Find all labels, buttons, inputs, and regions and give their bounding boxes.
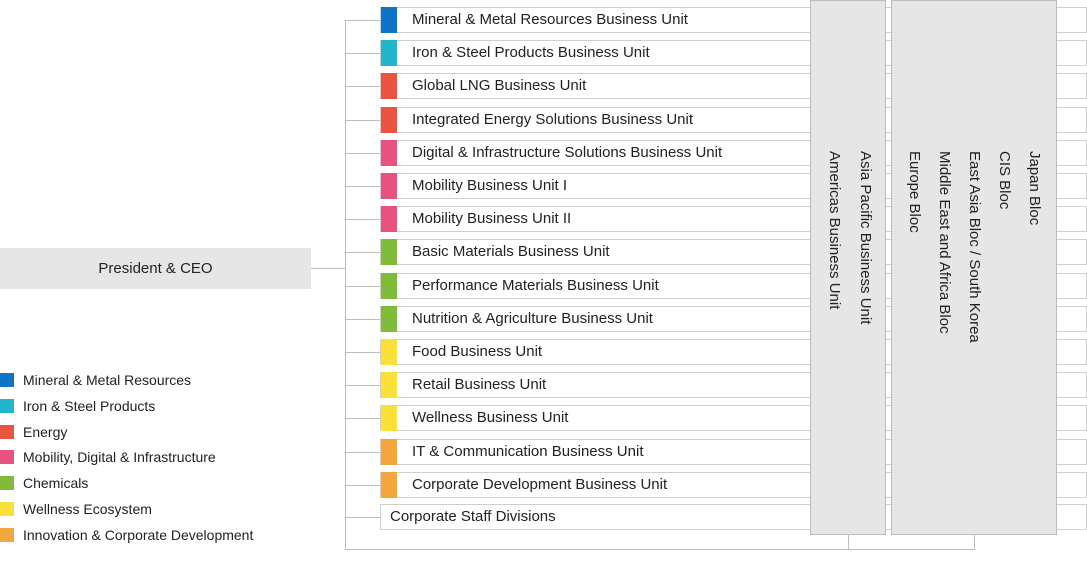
legend-swatch <box>0 424 14 439</box>
legend-swatch <box>0 398 14 413</box>
corporate-staff-label: Corporate Staff Divisions <box>390 508 556 525</box>
branch-line <box>345 120 380 121</box>
unit-label: Basic Materials Business Unit <box>412 243 610 260</box>
unit-color-swatch <box>381 173 397 199</box>
branch-line <box>345 352 380 353</box>
ceo-label: President & CEO <box>98 260 213 277</box>
unit-color-swatch <box>381 372 397 398</box>
legend-swatch <box>0 476 14 491</box>
legend-swatch <box>0 373 14 387</box>
unit-color-swatch <box>381 273 397 299</box>
legend-label: Mineral & Metal Resources <box>23 372 192 388</box>
unit-label: Retail Business Unit <box>412 376 547 393</box>
regional-units-bar: Asia Pacific Business Unit Americas Busi… <box>810 0 886 535</box>
branch-line <box>345 186 380 187</box>
unit-label: IT & Communication Business Unit <box>412 443 644 460</box>
unit-label: Digital & Infrastructure Solutions Busin… <box>412 144 723 161</box>
east-asia-bloc-label: East Asia Bloc / South Korea <box>966 151 983 343</box>
legend-swatch <box>0 501 14 516</box>
branch-line <box>345 53 380 54</box>
unit-label: Nutrition & Agriculture Business Unit <box>412 310 653 327</box>
unit-label: Integrated Energy Solutions Business Uni… <box>412 111 693 128</box>
branch-line <box>345 418 380 419</box>
asia-pacific-label: Asia Pacific Business Unit <box>857 151 874 325</box>
unit-label: Wellness Business Unit <box>412 409 569 426</box>
branch-line <box>345 517 380 518</box>
japan-bloc-label: Japan Bloc <box>1026 151 1043 226</box>
unit-label: Performance Materials Business Unit <box>412 277 659 294</box>
unit-color-swatch <box>381 472 397 498</box>
unit-color-swatch <box>381 40 397 66</box>
cis-bloc-label: CIS Bloc <box>996 151 1013 210</box>
bottom-connector-line <box>345 549 975 550</box>
unit-color-swatch <box>381 306 397 332</box>
unit-label: Food Business Unit <box>412 343 543 360</box>
unit-color-swatch <box>381 206 397 232</box>
branch-line <box>345 153 380 154</box>
unit-color-swatch <box>381 7 397 33</box>
unit-label: Mobility Business Unit II <box>412 210 572 227</box>
branch-line <box>345 219 380 220</box>
branch-line <box>345 452 380 453</box>
branch-line <box>345 20 380 21</box>
unit-color-swatch <box>381 107 397 133</box>
unit-label: Mineral & Metal Resources Business Unit <box>412 11 688 28</box>
branch-line <box>345 252 380 253</box>
unit-color-swatch <box>381 239 397 265</box>
legend-swatch <box>0 527 14 542</box>
unit-color-swatch <box>381 73 397 99</box>
trunk-line <box>345 20 346 550</box>
unit-color-swatch <box>381 140 397 166</box>
legend-label: Innovation & Corporate Development <box>23 526 254 543</box>
unit-label: Iron & Steel Products Business Unit <box>412 44 650 61</box>
legend-label: Mobility, Digital & Infrastructure <box>23 449 216 466</box>
blocs-bar: Japan Bloc CIS Bloc East Asia Bloc / Sou… <box>891 0 1057 535</box>
ceo-box: President & CEO <box>0 248 311 289</box>
bloc-drop-line <box>974 535 975 550</box>
americas-label: Americas Business Unit <box>826 151 843 310</box>
legend-label: Iron & Steel Products <box>23 397 156 414</box>
branch-line <box>345 385 380 386</box>
ceo-connector-line <box>311 268 346 269</box>
branch-line <box>345 485 380 486</box>
unit-color-swatch <box>381 339 397 365</box>
europe-bloc-label: Europe Bloc <box>906 151 923 233</box>
branch-line <box>345 319 380 320</box>
legend-swatch <box>0 450 14 465</box>
middle-east-bloc-label: Middle East and Africa Bloc <box>936 151 953 334</box>
unit-color-swatch <box>381 439 397 465</box>
unit-label: Global LNG Business Unit <box>412 77 587 94</box>
unit-label: Mobility Business Unit I <box>412 177 568 194</box>
regional-drop-line <box>848 535 849 550</box>
legend-label: Chemicals <box>23 475 89 492</box>
unit-color-swatch <box>381 405 397 431</box>
unit-label: Corporate Development Business Unit <box>412 476 668 493</box>
branch-line <box>345 86 380 87</box>
branch-line <box>345 286 380 287</box>
legend-label: Energy <box>23 423 68 440</box>
legend-label: Wellness Ecosystem <box>23 500 152 517</box>
